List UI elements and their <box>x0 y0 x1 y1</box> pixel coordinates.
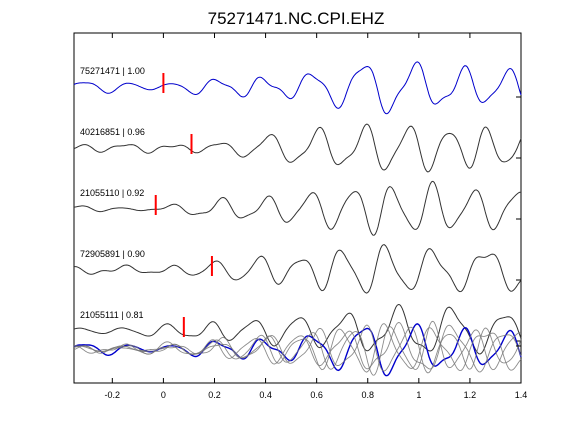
x-tick-label: 0 <box>161 390 166 400</box>
x-tick-label: 0.8 <box>361 390 374 400</box>
x-tick-label: 0.2 <box>208 390 221 400</box>
chart-title: 75271471.NC.CPI.EHZ <box>208 9 385 28</box>
plot-frame <box>73 32 522 384</box>
trace-label: 40216851 | 0.96 <box>80 127 145 137</box>
trace-label: 21055111 | 0.81 <box>80 310 144 320</box>
overlay-group <box>73 320 522 377</box>
overlay-trace-line <box>73 320 522 376</box>
x-tick-label: -0.2 <box>105 390 121 400</box>
trace-label: 21055110 | 0.92 <box>80 188 144 198</box>
trace-group: 75271471 | 1.00 40216851 | 0.96 21055110 |… <box>73 61 522 355</box>
trace-line <box>73 180 522 236</box>
x-tick-label: 1.2 <box>464 390 477 400</box>
trace-line <box>73 303 522 355</box>
trace-label: 72905891 | 0.90 <box>80 249 145 259</box>
trace-label: 75271471 | 1.00 <box>80 66 145 76</box>
trace-line <box>73 123 522 173</box>
overlay-trace-line <box>73 323 522 377</box>
x-tick-label: 0.6 <box>310 390 323 400</box>
overlay-trace-line <box>73 323 522 373</box>
trace-line <box>73 61 522 115</box>
x-tick-label: 1 <box>416 390 421 400</box>
overlay-trace-line <box>73 322 522 373</box>
x-axis: -0.2 0 0.2 0.4 0.6 0.8 1 1.2 1.4 <box>105 33 528 400</box>
trace-line <box>73 244 522 294</box>
x-tick-label: 0.4 <box>259 390 272 400</box>
x-tick-label: 1.4 <box>515 390 528 400</box>
